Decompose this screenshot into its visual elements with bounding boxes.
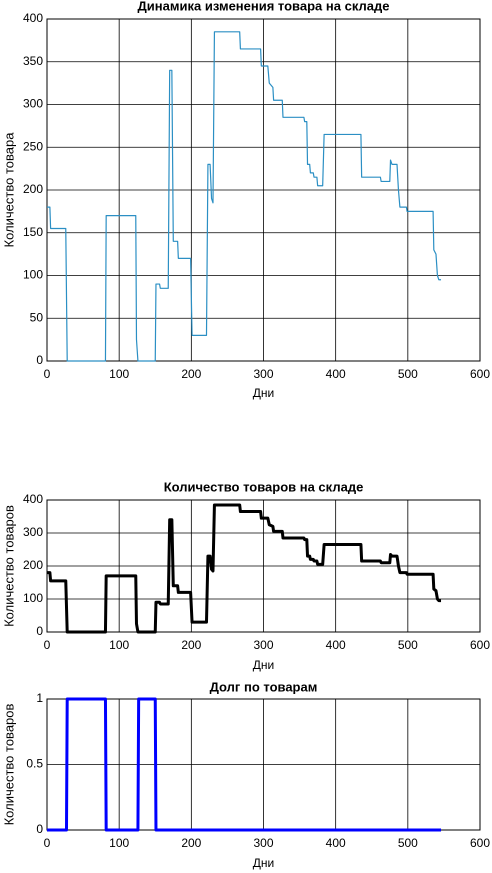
x-tick-label: 500 <box>398 638 418 652</box>
x-tick-label: 400 <box>326 367 346 381</box>
x-axis-label: Дни <box>253 658 274 672</box>
chart-title: Динамика изменения товара на складе <box>138 0 390 13</box>
x-tick-label: 0 <box>44 367 51 381</box>
y-tick-label: 300 <box>23 97 43 111</box>
x-tick-label: 500 <box>398 367 418 381</box>
y-tick-label: 50 <box>30 310 44 324</box>
x-tick-label: 300 <box>253 638 273 652</box>
x-tick-label: 0 <box>44 638 51 652</box>
y-tick-label: 100 <box>23 591 43 605</box>
y-tick-label: 300 <box>23 525 43 539</box>
y-tick-label: 150 <box>23 225 43 239</box>
y-axis-label: Количество товаров <box>1 704 16 826</box>
y-axis-label: Количество товаров <box>1 505 16 627</box>
x-tick-label: 100 <box>109 367 129 381</box>
x-tick-label: 200 <box>181 367 201 381</box>
y-tick-label: 400 <box>23 11 43 25</box>
y-tick-label: 200 <box>23 182 43 196</box>
y-axis-label: Количество товара <box>1 132 16 248</box>
y-tick-label: 200 <box>23 558 43 572</box>
y-tick-label: 250 <box>23 139 43 153</box>
y-tick-label: 350 <box>23 54 43 68</box>
plot-frame <box>46 18 481 362</box>
x-tick-label: 500 <box>398 836 418 850</box>
y-tick-label: 0.5 <box>26 757 43 771</box>
x-tick-label: 200 <box>181 836 201 850</box>
plot-frame <box>46 499 481 633</box>
x-axis-label: Дни <box>253 856 274 870</box>
x-tick-label: 600 <box>470 836 490 850</box>
x-tick-label: 0 <box>44 836 51 850</box>
y-tick-label: 0 <box>36 822 43 836</box>
x-tick-label: 400 <box>326 836 346 850</box>
x-tick-label: 100 <box>109 638 129 652</box>
data-line <box>47 503 442 634</box>
y-tick-label: 400 <box>23 492 43 506</box>
chart-title: Количество товаров на складе <box>164 479 364 494</box>
x-tick-label: 300 <box>253 836 273 850</box>
x-axis-label: Дни <box>253 386 274 400</box>
x-tick-label: 100 <box>109 836 129 850</box>
chart-title: Долг по товарам <box>210 679 318 694</box>
x-tick-label: 600 <box>470 638 490 652</box>
x-tick-label: 400 <box>326 638 346 652</box>
y-tick-label: 1 <box>36 691 43 705</box>
data-line <box>47 697 442 832</box>
y-tick-label: 100 <box>23 268 43 282</box>
x-tick-label: 200 <box>181 638 201 652</box>
x-tick-label: 600 <box>470 367 490 381</box>
x-tick-label: 300 <box>253 367 273 381</box>
y-tick-label: 0 <box>36 624 43 638</box>
y-tick-label: 0 <box>36 353 43 367</box>
data-line <box>47 31 442 362</box>
